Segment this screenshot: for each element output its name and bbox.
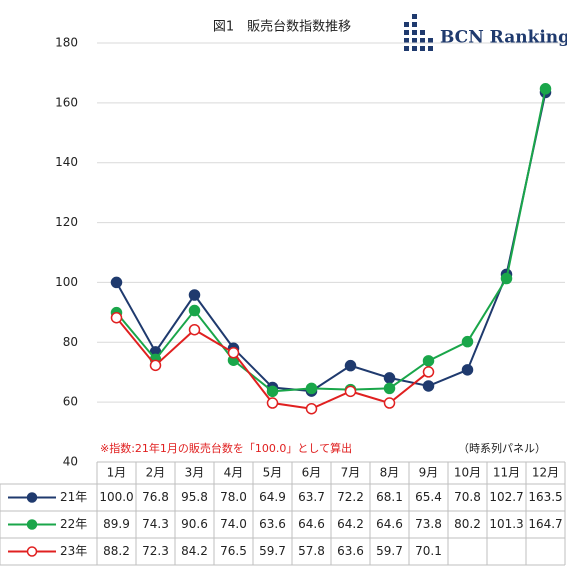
- table-cell: 64.2: [337, 517, 364, 531]
- point: [383, 397, 396, 409]
- table-cell: 73.8: [415, 517, 442, 531]
- point: [383, 382, 396, 395]
- table-cell: 101.3: [489, 517, 523, 531]
- table-cell: 68.1: [376, 490, 403, 504]
- x-tick-label: 5月: [263, 466, 283, 480]
- table-cell: 76.8: [142, 490, 169, 504]
- table-cell: 100.0: [99, 490, 133, 504]
- point: [110, 276, 123, 289]
- point: [422, 366, 435, 378]
- logo-text: BCN Ranking: [440, 28, 567, 48]
- table-cell: 64.6: [376, 517, 403, 531]
- table-cell: 63.6: [259, 517, 286, 531]
- table-cell: 102.7: [489, 490, 523, 504]
- y-tick-label: 40: [63, 455, 78, 469]
- point: [188, 323, 201, 336]
- table-cell: 163.5: [528, 490, 562, 504]
- point: [305, 402, 318, 415]
- note: ※指数:21年1月の販売台数を「100.0」として算出: [100, 441, 352, 455]
- y-tick-label: 160: [55, 95, 78, 109]
- legend-label: 21年: [60, 490, 87, 504]
- point: [149, 359, 162, 372]
- legend-label: 23年: [60, 544, 87, 558]
- legend-marker: [26, 492, 38, 503]
- table-cell: 63.6: [337, 544, 364, 558]
- table-cell: 65.4: [415, 490, 442, 504]
- point: [461, 364, 474, 376]
- y-tick-label: 80: [63, 335, 78, 349]
- logo-icon: [404, 14, 433, 51]
- x-tick-label: 9月: [419, 466, 439, 480]
- point: [305, 382, 318, 395]
- point: [188, 289, 201, 301]
- x-tick-label: 3月: [185, 466, 205, 480]
- point: [383, 372, 396, 384]
- table-cell: 90.6: [181, 517, 208, 531]
- point: [422, 380, 435, 392]
- table-cell: 59.7: [259, 544, 286, 558]
- table-cell: 95.8: [181, 490, 208, 504]
- x-tick-label: 10月: [454, 466, 481, 480]
- y-tick-label: 140: [55, 155, 78, 169]
- legend-label: 22年: [60, 517, 87, 531]
- table-cell: 64.9: [259, 490, 286, 504]
- y-tick-label: 60: [63, 395, 78, 409]
- y-tick-label: 120: [55, 215, 78, 229]
- table-cell: 64.6: [298, 517, 325, 531]
- series-line: [115, 92, 547, 393]
- table-cell: 78.0: [220, 490, 247, 504]
- table-cell: 84.2: [181, 544, 208, 558]
- table-cell: 80.2: [454, 517, 481, 531]
- table-cell: 74.3: [142, 517, 169, 531]
- point: [266, 397, 279, 409]
- point: [188, 304, 201, 317]
- x-tick-label: 11月: [493, 466, 520, 480]
- x-tick-label: 12月: [532, 466, 559, 480]
- table-cell: 59.7: [376, 544, 403, 558]
- legend-marker: [26, 546, 38, 557]
- point: [344, 359, 357, 372]
- x-tick-label: 2月: [146, 466, 166, 480]
- table-cell: 63.7: [298, 490, 325, 504]
- table-cell: 57.8: [298, 544, 325, 558]
- point: [500, 272, 513, 285]
- table-cell: 70.1: [415, 544, 442, 558]
- table-cell: 72.2: [337, 490, 364, 504]
- x-tick-label: 7月: [341, 466, 361, 480]
- point: [539, 83, 552, 95]
- annotation: （時系列パネル）: [458, 441, 546, 455]
- table-cell: 74.0: [220, 517, 247, 531]
- table-cell: 164.7: [528, 517, 562, 531]
- series-line: [115, 88, 547, 393]
- x-tick-label: 4月: [224, 466, 244, 480]
- table-cell: 88.2: [103, 544, 130, 558]
- y-tick-label: 100: [55, 275, 78, 289]
- point: [344, 385, 357, 398]
- point: [266, 385, 279, 398]
- point: [227, 347, 240, 359]
- y-tick-label: 180: [55, 36, 78, 50]
- x-tick-label: 6月: [302, 466, 322, 480]
- point: [461, 335, 474, 348]
- point: [422, 355, 435, 367]
- legend-marker: [26, 519, 38, 530]
- table-cell: 89.9: [103, 517, 130, 531]
- chart-title: 図1 販売台数指数推移: [213, 19, 351, 35]
- x-tick-label: 8月: [380, 466, 400, 480]
- table-cell: 70.8: [454, 490, 481, 504]
- point: [110, 311, 123, 324]
- table-cell: 76.5: [220, 544, 247, 558]
- table-cell: 72.3: [142, 544, 169, 558]
- x-tick-label: 1月: [107, 466, 127, 480]
